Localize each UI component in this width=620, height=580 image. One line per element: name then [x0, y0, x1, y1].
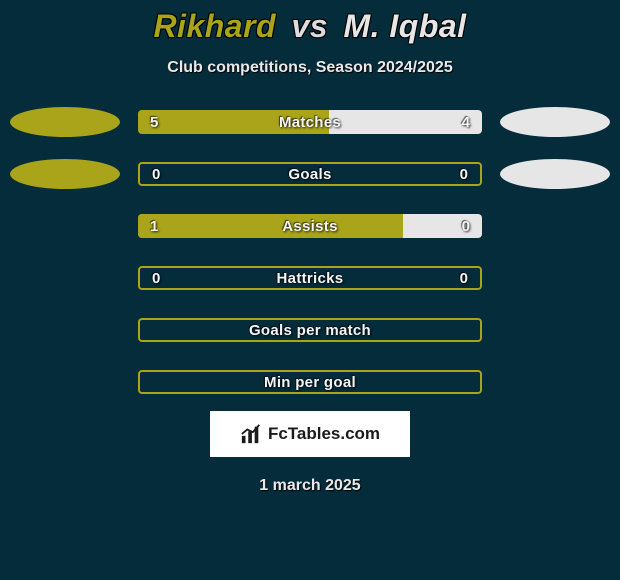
stat-label: Hattricks — [140, 268, 480, 288]
stat-bar: Goals per match — [138, 318, 482, 342]
logo-text: FcTables.com — [268, 424, 380, 444]
player1-name: Rikhard — [153, 8, 276, 44]
subtitle: Club competitions, Season 2024/2025 — [167, 59, 452, 77]
stat-row: 00Hattricks — [0, 263, 620, 293]
marker-placeholder — [500, 367, 610, 397]
chart-icon — [240, 423, 262, 445]
stat-row: 54Matches — [0, 107, 620, 137]
stats-rows: 54Matches 00Goals 10Assists 00Hattricks Goal… — [0, 107, 620, 397]
comparison-card: Rikhard vs M. Iqbal Club competitions, S… — [0, 0, 620, 495]
marker-placeholder — [10, 211, 120, 241]
player2-name: M. Iqbal — [343, 8, 466, 44]
stat-label: Matches — [138, 110, 482, 134]
stat-row: Min per goal — [0, 367, 620, 397]
stat-bar: Min per goal — [138, 370, 482, 394]
stat-bar: 10Assists — [138, 214, 482, 238]
stat-label: Goals — [140, 164, 480, 184]
stat-bar: 00Goals — [138, 162, 482, 186]
player1-marker — [10, 159, 120, 189]
player2-marker — [500, 107, 610, 137]
stat-row: 00Goals — [0, 159, 620, 189]
stat-row: Goals per match — [0, 315, 620, 345]
stat-row: 10Assists — [0, 211, 620, 241]
marker-placeholder — [500, 315, 610, 345]
player2-marker — [500, 159, 610, 189]
stat-label: Min per goal — [140, 372, 480, 392]
vs-separator: vs — [291, 8, 328, 44]
stat-bar: 54Matches — [138, 110, 482, 134]
marker-placeholder — [10, 315, 120, 345]
stat-label: Assists — [138, 214, 482, 238]
stat-bar: 00Hattricks — [138, 266, 482, 290]
marker-placeholder — [10, 367, 120, 397]
player1-marker — [10, 107, 120, 137]
stat-label: Goals per match — [140, 320, 480, 340]
marker-placeholder — [10, 263, 120, 293]
comparison-title: Rikhard vs M. Iqbal — [153, 8, 466, 45]
marker-placeholder — [500, 263, 610, 293]
snapshot-date: 1 march 2025 — [259, 477, 360, 495]
marker-placeholder — [500, 211, 610, 241]
source-logo[interactable]: FcTables.com — [210, 411, 410, 457]
